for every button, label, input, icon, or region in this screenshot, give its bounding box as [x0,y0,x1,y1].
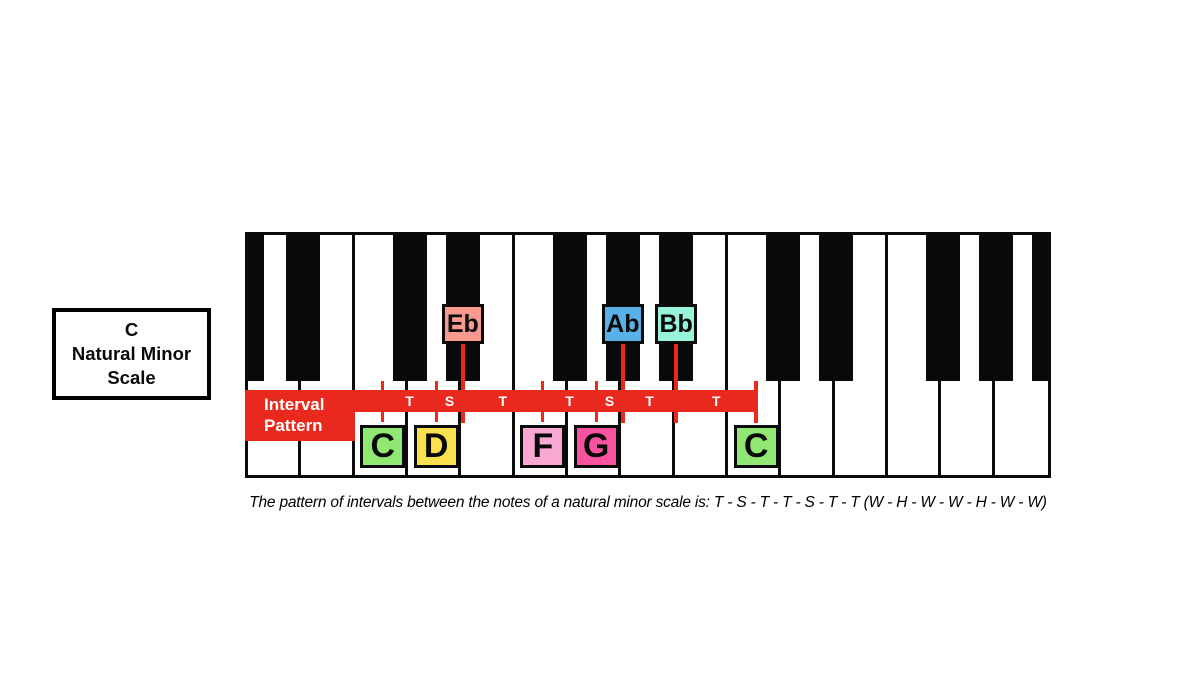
interval-letter-t-3: T [565,393,574,409]
interval-tick-above-6 [594,381,598,390]
note-label-f-5: F [520,425,566,468]
note-label-d-3: D [413,425,459,468]
interval-tick-below-6 [594,412,598,422]
interval-pattern-label-line-1: Interval [264,395,325,414]
keyboard-inner: Eb Ab Bb C D F G C [248,235,1048,475]
interval-letter-t-0: T [405,393,414,409]
interval-letter-t-5: T [645,393,654,409]
interval-pattern-label-line-2: Pattern [264,416,323,435]
interval-tick-below-3 [434,412,438,422]
black-key-10 [765,235,800,381]
piano-keyboard: Eb Ab Bb C D F G C [245,232,1051,478]
interval-letter-s-1: S [444,393,455,409]
interval-tick-below-2 [381,412,385,422]
black-key-3 [392,235,427,381]
black-key-11 [819,235,854,381]
note-label-bb: Bb [655,304,698,344]
note-line-eb [460,339,465,423]
title-line-3: Scale [107,367,156,388]
note-line-bb [674,339,679,423]
note-label-eb: Eb [441,304,484,344]
black-key-13 [925,235,960,381]
interval-tick-above-2 [381,381,385,390]
black-key-6 [552,235,587,381]
note-label-g-6: G [573,425,619,468]
interval-letter-t-2: T [498,393,508,409]
interval-letter-t-6: T [711,393,721,409]
interval-tick-above-5 [541,381,545,390]
caption-text: The pattern of intervals between the not… [249,494,1047,511]
note-label-c-2: C [360,425,406,468]
black-key-14 [979,235,1014,381]
interval-letter-s-4: S [604,393,615,409]
note-label-c-9: C [733,425,779,468]
interval-tick-above-3 [434,381,438,390]
black-key-partial-left [248,235,264,381]
title-line-2: Natural Minor [71,343,192,364]
note-label-ab: Ab [601,304,644,344]
title-line-1: C [124,319,139,340]
black-key-partial-right [1032,235,1048,381]
interval-tick-below-5 [541,412,545,422]
interval-pattern-label: Interval Pattern [245,390,355,441]
interval-pattern-bar [245,390,759,412]
title-box: C Natural Minor Scale [52,308,211,400]
note-line-ab [620,339,625,423]
interval-end-cap [754,381,759,423]
black-key-1 [285,235,320,381]
